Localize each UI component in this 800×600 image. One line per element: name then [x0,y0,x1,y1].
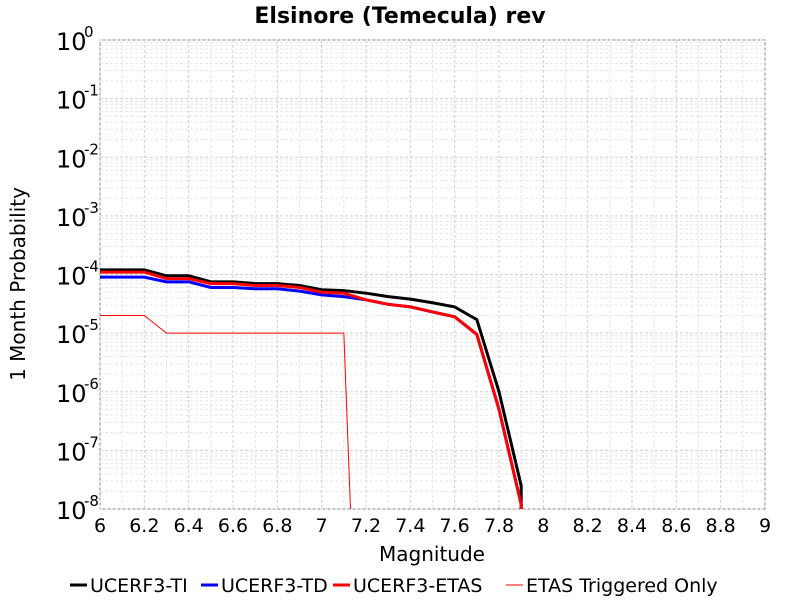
x-tick-label: 8.2 [573,515,603,537]
legend-label: ETAS Triggered Only [526,575,718,597]
y-tick-exponent: -6 [84,375,99,393]
y-tick-base: 10 [56,145,87,173]
x-tick-label: 7.2 [351,515,381,537]
x-tick-label: 6.8 [262,515,292,537]
legend-label: UCERF3-TD [221,575,328,597]
y-tick-base: 10 [56,380,87,408]
series-layer [100,268,523,510]
grid-lines [99,39,766,510]
y-tick-exponent: -4 [84,258,99,276]
y-tick-base: 10 [56,263,87,291]
x-axis-label: Magnitude [379,542,485,566]
legend-item: ETAS Triggered Only [506,575,718,597]
y-tick-exponent: -5 [84,316,99,334]
x-tick-label: 7.6 [440,515,470,537]
y-tick-base: 10 [56,497,87,525]
x-tick-label: 6.4 [174,515,204,537]
series-line-etas-triggered-only [100,314,351,510]
legend-item: UCERF3-ETAS [333,575,482,597]
y-tick-exponent: -1 [84,82,99,100]
y-tick-label: 10-1 [56,82,99,115]
legend-label: UCERF3-TI [90,575,188,597]
y-tick-base: 10 [56,28,87,56]
legend-item: UCERF3-TI [70,575,188,597]
x-tick-label: 6 [94,515,106,537]
x-tick-label: 8 [537,515,549,537]
y-tick-label: 10-2 [56,140,99,173]
y-tick-label: 10-5 [56,316,99,349]
y-tick-base: 10 [56,204,87,232]
x-tick-label: 6.2 [129,515,159,537]
legend-label: UCERF3-ETAS [353,575,482,597]
y-tick-label: 10-3 [56,199,99,232]
y-tick-label: 10-8 [56,492,99,525]
x-tick-label: 8.4 [617,515,647,537]
x-tick-label: 7.8 [484,515,514,537]
x-tick-label: 8.6 [661,515,691,537]
y-tick-label: 10-6 [56,375,99,408]
y-tick-exponent: -3 [84,199,99,217]
series-line-ucerf3-ti [100,268,523,509]
x-tick-label: 8.8 [706,515,736,537]
y-tick-label: 10-7 [56,433,99,466]
x-tick-label: 9 [759,515,771,537]
x-tick-label: 6.6 [218,515,248,537]
x-tick-label: 7 [316,515,328,537]
legend-item: UCERF3-TD [201,575,328,597]
y-tick-label: 100 [56,23,94,56]
legend: UCERF3-TI UCERF3-TD UCERF3-ETAS ETAS Trigge… [70,575,718,597]
x-tick-label: 7.4 [395,515,425,537]
series-line-ucerf3-etas [100,270,523,509]
y-tick-label: 10-4 [56,258,99,291]
y-axis-label: 1 Month Probability [6,187,30,381]
y-tick-base: 10 [56,321,87,349]
y-tick-exponent: -2 [84,140,99,158]
y-tick-exponent: -7 [84,433,99,451]
y-tick-base: 10 [56,87,87,115]
y-tick-exponent: -8 [84,492,99,510]
chart-title: Elsinore (Temecula) rev [254,4,546,29]
x-tick-labels: 6 6.2 6.4 6.6 6.8 7 7.2 7.4 7.6 7.8 8 8.2 8.4 8.6 8.8 9 [94,515,771,537]
y-tick-base: 10 [56,438,87,466]
y-tick-exponent: 0 [84,23,94,41]
